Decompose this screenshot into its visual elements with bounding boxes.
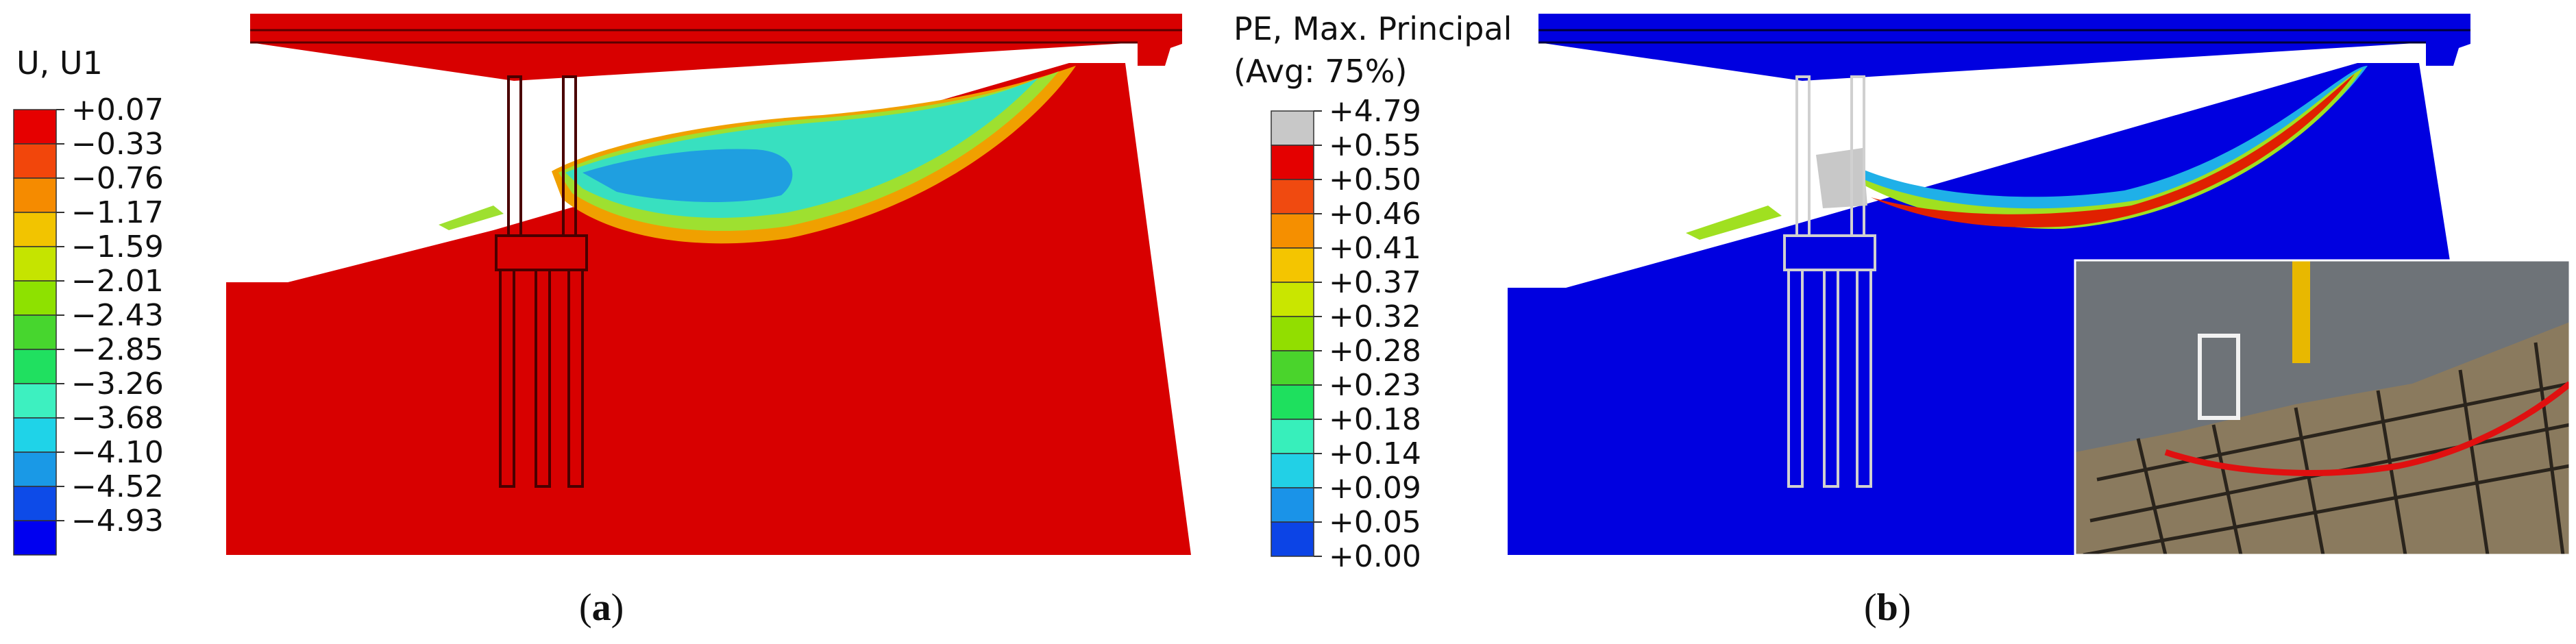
caption-b: (b): [1864, 586, 1911, 629]
photo-grid-lines: [2083, 342, 2570, 555]
legend-b-tick-label: +0.23: [1329, 368, 1421, 403]
legend-a-band-12: [13, 520, 57, 556]
legend-b-band-11: [1271, 487, 1314, 523]
legend-a-tick-label: −1.59: [71, 230, 164, 264]
test-photo-inset: [2075, 260, 2570, 555]
photo-white-frame: [2198, 334, 2240, 420]
photo-border: [2074, 259, 2571, 556]
pier-group-b: [1783, 75, 1876, 488]
failed-zone-b: [1816, 148, 1867, 208]
slide-zone-core-a: [582, 149, 793, 203]
legend-a-band-1: [13, 143, 57, 179]
strain-band-core-b: [1871, 74, 2355, 227]
legend-b-band-8: [1271, 384, 1314, 420]
legend-b-band-1: [1271, 145, 1314, 180]
legend-a-band-3: [13, 212, 57, 247]
legend-a-band-7: [13, 349, 57, 384]
caption-a: (a): [579, 586, 624, 629]
legend-b-tick-label: +0.32: [1329, 299, 1421, 334]
legend-a-tick-label: −4.52: [71, 469, 164, 504]
pier-group-a: [495, 75, 588, 488]
photo-soil: [2075, 322, 2570, 555]
panel-b: PE, Max. Principal (Avg: 75%) +4.79+0.55…: [1234, 10, 2571, 629]
legend-b-title-line1: PE, Max. Principal: [1234, 10, 1512, 47]
legend-b-tick-label: +0.00: [1329, 539, 1421, 574]
panel-a: U, U1 +0.07−0.33−0.76−1.17−1.59−2.01−2.4…: [13, 14, 1191, 629]
soil-body-a: [226, 63, 1191, 555]
slope-patch-b: [1686, 206, 1782, 240]
legend-b-band-4: [1271, 247, 1314, 283]
legend-a-tick-label: +0.07: [71, 92, 164, 127]
legend-a-band-5: [13, 280, 57, 316]
legend-b-tick-label: +0.09: [1329, 471, 1421, 506]
slope-patch-a: [439, 206, 504, 230]
legend-a-tick-label: −1.17: [71, 195, 164, 230]
legend-a: +0.07−0.33−0.76−1.17−1.59−2.01−2.43−2.85…: [13, 92, 164, 556]
legend-b-tick-label: +0.18: [1329, 402, 1421, 437]
photo-yellow-pole: [2292, 260, 2310, 363]
legend-b-tick-label: +0.37: [1329, 265, 1421, 300]
legend-a-tick-label: −4.10: [71, 435, 164, 470]
legend-b-band-5: [1271, 282, 1314, 317]
legend-b: +4.79+0.55+0.50+0.46+0.41+0.37+0.32+0.28…: [1271, 94, 1421, 574]
legend-b-tick-label: +0.28: [1329, 334, 1421, 369]
legend-b-tick-label: +0.50: [1329, 162, 1421, 197]
legend-b-band-3: [1271, 213, 1314, 249]
model-a: [226, 14, 1191, 555]
legend-a-band-4: [13, 246, 57, 282]
legend-a-tick-label: −2.43: [71, 298, 164, 333]
legend-a-tick-label: −3.26: [71, 367, 164, 401]
legend-a-tick-label: −4.93: [71, 504, 164, 538]
legend-a-band-10: [13, 451, 57, 487]
legend-b-tick-label: +0.46: [1329, 197, 1421, 232]
legend-b-title-line2: (Avg: 75%): [1234, 53, 1407, 90]
legend-a-tick-label: −2.85: [71, 332, 164, 367]
legend-b-band-7: [1271, 350, 1314, 386]
legend-a-tick-label: −3.68: [71, 401, 164, 436]
legend-b-band-6: [1271, 316, 1314, 351]
legend-a-band-8: [13, 383, 57, 419]
legend-a-band-2: [13, 177, 57, 213]
legend-a-band-9: [13, 417, 57, 453]
legend-b-band-0: [1271, 110, 1314, 146]
legend-b-tick-label: +0.55: [1329, 128, 1421, 163]
photo-crack-line: [2164, 381, 2570, 476]
legend-b-tick-label: +4.79: [1329, 94, 1421, 129]
bridge-deck-a: [250, 14, 1182, 81]
legend-b-tick-label: +0.14: [1329, 436, 1421, 471]
legend-b-band-9: [1271, 419, 1314, 454]
legend-a-title: U, U1: [16, 45, 103, 82]
legend-a-tick-label: −0.33: [71, 127, 164, 162]
legend-b-tick-label: +0.05: [1329, 505, 1421, 540]
legend-a-tick-label: −0.76: [71, 161, 164, 196]
legend-b-tick-label: +0.41: [1329, 231, 1421, 266]
legend-a-band-11: [13, 486, 57, 521]
legend-b-band-2: [1271, 179, 1314, 214]
legend-a-tick-label: −2.01: [71, 264, 164, 299]
legend-a-band-6: [13, 314, 57, 350]
legend-b-band-12: [1271, 521, 1314, 557]
legend-a-band-0: [13, 109, 57, 145]
legend-b-band-10: [1271, 453, 1314, 488]
